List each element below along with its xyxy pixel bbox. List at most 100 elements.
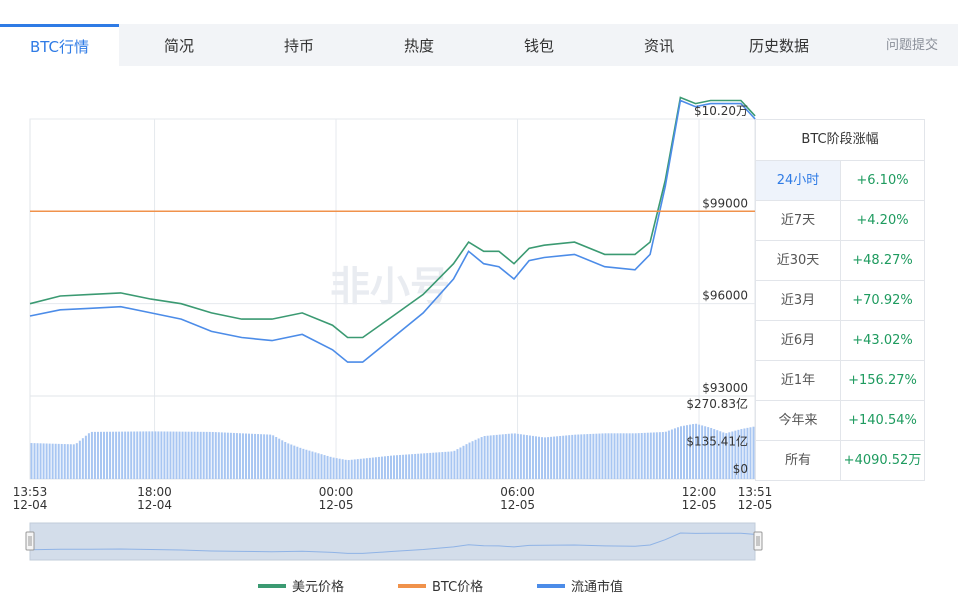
volume-bar	[202, 431, 205, 479]
volume-bar	[266, 434, 269, 479]
stage-label: 近7天	[756, 201, 841, 240]
tab-label: 持币	[283, 37, 314, 55]
volume-bar	[148, 431, 151, 479]
volume-bar	[631, 433, 634, 479]
volume-bar	[36, 443, 39, 479]
tab-history[interactable]: 历史数据	[719, 24, 839, 66]
stage-row[interactable]: 所有 +4090.52万	[756, 441, 925, 481]
volume-bar	[127, 431, 130, 479]
volume-bar	[683, 425, 686, 479]
stage-row[interactable]: 24小时 +6.10%	[756, 161, 925, 201]
legend-item-usd-price[interactable]: 美元价格	[258, 576, 344, 595]
volume-bar	[610, 433, 613, 479]
volume-bar	[314, 452, 317, 479]
x-tick-date: 12-05	[500, 498, 535, 512]
volume-bar	[501, 434, 504, 479]
volume-bar	[553, 436, 556, 479]
x-tick-time: 13:53	[13, 485, 48, 499]
volume-bar	[317, 453, 320, 479]
volume-bar	[725, 433, 728, 479]
volume-bar	[39, 443, 42, 479]
legend-swatch	[537, 583, 565, 588]
tab-holdings[interactable]: 持币	[239, 24, 359, 66]
volume-bar	[429, 452, 432, 479]
volume-bar	[459, 447, 462, 479]
volume-bar	[519, 434, 522, 479]
legend-swatch	[258, 583, 286, 588]
legend-item-market-cap[interactable]: 流通市值	[537, 576, 623, 595]
volume-bar	[417, 453, 420, 479]
feedback-link[interactable]: 问题提交	[885, 38, 938, 53]
volume-bar	[538, 436, 541, 479]
volume-bar	[456, 449, 459, 479]
stage-row[interactable]: 近3月 +70.92%	[756, 281, 925, 321]
volume-bar	[698, 424, 701, 479]
volume-bar	[420, 453, 423, 479]
volume-tick-label: $270.83亿	[686, 396, 748, 411]
tab-overview[interactable]: 简况	[119, 24, 239, 66]
tab-news[interactable]: 资讯	[599, 24, 719, 66]
volume-bar	[302, 448, 305, 479]
volume-bar	[377, 456, 380, 479]
volume-bar	[716, 430, 719, 479]
x-tick-date: 12-04	[13, 498, 48, 512]
stage-label: 近30天	[756, 241, 841, 280]
volume-bar	[601, 433, 604, 479]
tab-wallet[interactable]: 钱包	[479, 24, 599, 66]
volume-bar	[57, 443, 60, 479]
volume-bar	[692, 424, 695, 479]
stage-row[interactable]: 近6月 +43.02%	[756, 321, 925, 361]
x-tick-time: 13:51	[738, 485, 773, 499]
volume-bar	[402, 454, 405, 479]
volume-bar	[30, 443, 33, 479]
volume-bar	[145, 431, 148, 479]
volume-bar	[426, 453, 429, 479]
volume-bar	[749, 427, 752, 479]
volume-bar	[528, 435, 531, 479]
volume-bar	[486, 435, 489, 479]
volume-bar	[356, 459, 359, 479]
stage-row[interactable]: 近30天 +48.27%	[756, 241, 925, 281]
volume-bar	[531, 435, 534, 479]
volume-bar	[670, 429, 673, 479]
volume-bar	[368, 457, 371, 479]
volume-bar	[193, 431, 196, 479]
tab-label: BTC行情	[29, 38, 90, 56]
tab-label: 钱包	[523, 37, 554, 55]
volume-bar	[707, 427, 710, 479]
legend-item-btc-price[interactable]: BTC价格	[398, 576, 483, 595]
navigator-handle-left[interactable]	[25, 531, 35, 551]
volume-bar	[740, 429, 743, 479]
volume-bar	[305, 449, 308, 479]
volume-bar	[737, 429, 740, 479]
volume-bar	[556, 436, 559, 479]
tab-label: 历史数据	[748, 37, 809, 55]
x-tick-time: 12:00	[682, 485, 717, 499]
volume-bar	[160, 431, 163, 479]
stage-row[interactable]: 近1年 +156.27%	[756, 361, 925, 401]
volume-bar	[172, 431, 175, 479]
tab-popularity[interactable]: 热度	[359, 24, 479, 66]
volume-bar	[468, 442, 471, 479]
stage-row[interactable]: 近7天 +4.20%	[756, 201, 925, 241]
volume-bar	[453, 450, 456, 479]
volume-bar	[232, 432, 235, 479]
stage-row[interactable]: 今年来 +140.54%	[756, 401, 925, 441]
tab-btc-market[interactable]: BTC行情	[0, 24, 119, 69]
volume-bar	[399, 454, 402, 479]
x-tick-time: 06:00	[500, 485, 535, 499]
volume-bar	[90, 431, 93, 479]
volume-bar	[275, 436, 278, 479]
volume-bar	[139, 431, 142, 479]
volume-bar	[63, 444, 66, 479]
navigator-handle-right[interactable]	[753, 531, 763, 551]
tab-label: 简况	[163, 37, 194, 55]
range-navigator[interactable]	[25, 522, 763, 561]
tab-label: 热度	[403, 37, 434, 55]
volume-bar	[544, 437, 547, 479]
legend-label: 美元价格	[292, 580, 345, 595]
volume-bar	[586, 434, 589, 479]
volume-bar	[272, 435, 275, 479]
volume-bar	[287, 443, 290, 479]
volume-bar	[722, 432, 725, 479]
